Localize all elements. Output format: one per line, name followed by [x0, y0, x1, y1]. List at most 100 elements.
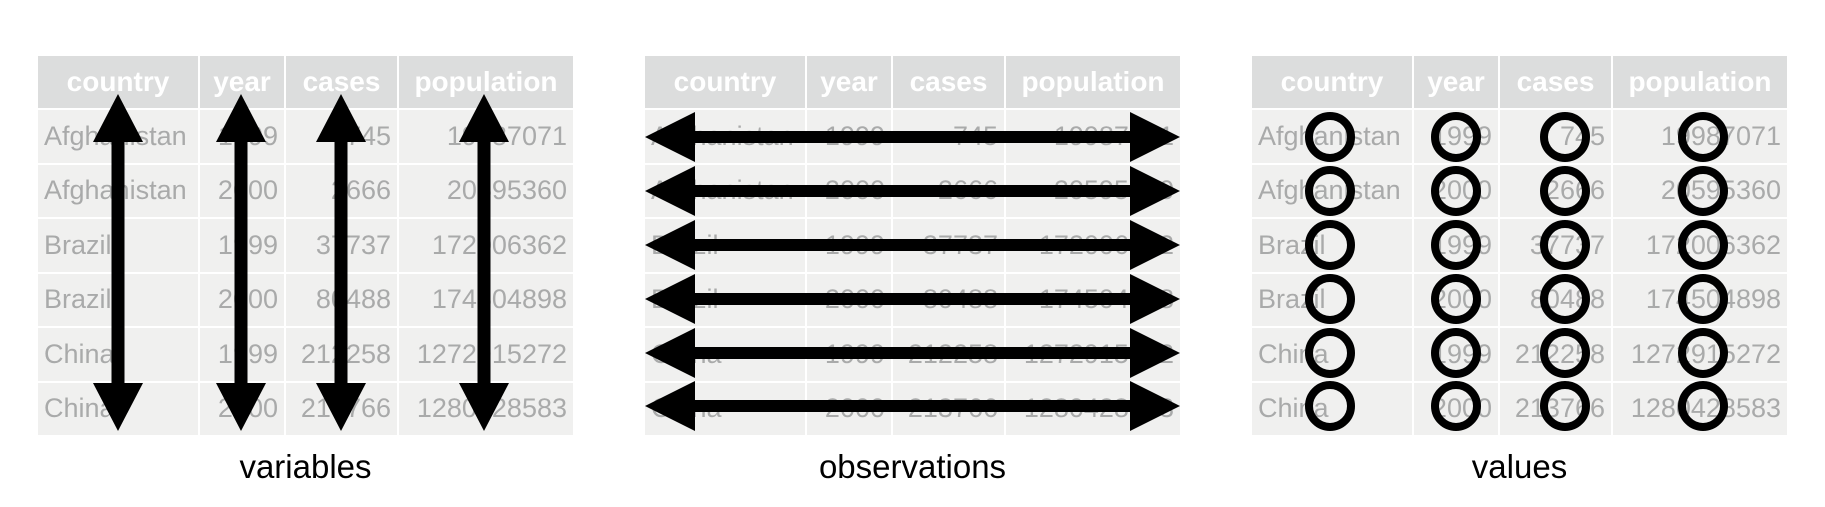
table-cell: 1999: [806, 326, 893, 382]
table-cell: Brazil: [1252, 271, 1414, 327]
table-row: China 2000 213766 1280428583: [645, 380, 1180, 435]
table-cell: 213766: [1499, 380, 1613, 435]
values-panel: country year cases population Afghanista…: [1252, 56, 1787, 435]
caption-variables: variables: [239, 448, 372, 485]
table-cell: 19987071: [1005, 108, 1180, 164]
table-cell: 174504898: [1612, 271, 1787, 327]
table-row: Brazil 2000 80488 174504898: [645, 271, 1180, 327]
table-cell: 1272915272: [1005, 326, 1180, 382]
table-cell: 2000: [806, 380, 893, 435]
column-header-year: year: [199, 56, 286, 109]
table-row: China 2000 213766 1280428583: [38, 380, 573, 435]
table-cell: 213766: [285, 380, 399, 435]
table-cell: 212258: [892, 326, 1006, 382]
table-cell: 2666: [1499, 162, 1613, 218]
column-header-population: population: [1612, 56, 1787, 109]
table-row: Afghanistan 2000 2666 20595360: [1252, 162, 1787, 218]
table-cell: China: [38, 380, 200, 435]
table-cell: 2000: [806, 162, 893, 218]
table-cell: 745: [1499, 108, 1613, 164]
table-row: Afghanistan 1999 745 19987071: [645, 108, 1180, 164]
table-cell: China: [645, 380, 807, 435]
header-row: country year cases population: [1252, 56, 1787, 109]
table-cell: 2000: [1413, 162, 1500, 218]
table-cell: 174504898: [398, 271, 573, 327]
table-row: China 1999 212258 1272915272: [645, 326, 1180, 382]
table-row: China 1999 212258 1272915272: [1252, 326, 1787, 382]
data-table: country year cases population Afghanista…: [645, 56, 1180, 435]
column-header-cases: cases: [1499, 56, 1613, 109]
table-cell: 1999: [199, 108, 286, 164]
table-cell: 1999: [1413, 217, 1500, 273]
data-table: country year cases population Afghanista…: [1252, 56, 1787, 435]
table-cell: 2000: [1413, 271, 1500, 327]
table-cell: 212258: [1499, 326, 1613, 382]
table-cell: Brazil: [645, 217, 807, 273]
header-row: country year cases population: [38, 56, 573, 109]
table-cell: Brazil: [38, 217, 200, 273]
table-cell: 80488: [1499, 271, 1613, 327]
table-cell: 1999: [1413, 108, 1500, 164]
column-header-population: population: [1005, 56, 1180, 109]
table-cell: 213766: [892, 380, 1006, 435]
column-header-year: year: [806, 56, 893, 109]
table-row: Afghanistan 2000 2666 20595360: [38, 162, 573, 218]
table-cell: 2000: [199, 380, 286, 435]
header-row: country year cases population: [645, 56, 1180, 109]
table-cell: 745: [892, 108, 1006, 164]
table-cell: 745: [285, 108, 399, 164]
table-cell: Afghanistan: [645, 162, 807, 218]
table-row: Brazil 2000 80488 174504898: [38, 271, 573, 327]
table-cell: 1999: [199, 326, 286, 382]
table-cell: Brazil: [1252, 217, 1414, 273]
table-cell: 37737: [285, 217, 399, 273]
table-cell: 80488: [892, 271, 1006, 327]
table-cell: China: [1252, 326, 1414, 382]
table-cell: 1272915272: [398, 326, 573, 382]
table-cell: 172006362: [1612, 217, 1787, 273]
table-cell: 1999: [806, 217, 893, 273]
table-cell: 19987071: [398, 108, 573, 164]
column-header-country: country: [1252, 56, 1414, 109]
table-cell: 20595360: [1005, 162, 1180, 218]
column-header-country: country: [645, 56, 807, 109]
table-cell: China: [645, 326, 807, 382]
table-cell: 212258: [285, 326, 399, 382]
table-row: Brazil 1999 37737 172006362: [38, 217, 573, 273]
table-cell: 2000: [1413, 380, 1500, 435]
table-cell: 1999: [806, 108, 893, 164]
table-row: Afghanistan 2000 2666 20595360: [645, 162, 1180, 218]
caption-values: values: [1471, 448, 1568, 485]
table-cell: 1999: [1413, 326, 1500, 382]
observations-panel: country year cases population Afghanista…: [645, 56, 1180, 435]
table-cell: 1280428583: [1005, 380, 1180, 435]
table-cell: 1999: [199, 217, 286, 273]
table-cell: 2000: [806, 271, 893, 327]
table-cell: 37737: [1499, 217, 1613, 273]
table-cell: 2000: [199, 162, 286, 218]
caption-observations: observations: [818, 448, 1007, 485]
table-cell: China: [1252, 380, 1414, 435]
table-cell: 2666: [285, 162, 399, 218]
table-row: Afghanistan 1999 745 19987071: [38, 108, 573, 164]
table-cell: 2000: [199, 271, 286, 327]
table-cell: China: [38, 326, 200, 382]
column-header-population: population: [398, 56, 573, 109]
table-cell: Afghanistan: [38, 108, 200, 164]
table-cell: Afghanistan: [1252, 162, 1414, 218]
table-row: Brazil 2000 80488 174504898: [1252, 271, 1787, 327]
table-cell: 174504898: [1005, 271, 1180, 327]
table-cell: 2666: [892, 162, 1006, 218]
column-header-cases: cases: [892, 56, 1006, 109]
table-cell: Afghanistan: [645, 108, 807, 164]
table-cell: 37737: [892, 217, 1006, 273]
table-cell: Brazil: [38, 271, 200, 327]
table-row: China 2000 213766 1280428583: [1252, 380, 1787, 435]
column-header-year: year: [1413, 56, 1500, 109]
table-row: Afghanistan 1999 745 19987071: [1252, 108, 1787, 164]
table-cell: Brazil: [645, 271, 807, 327]
table-cell: 20595360: [398, 162, 573, 218]
table-cell: 20595360: [1612, 162, 1787, 218]
table-row: Brazil 1999 37737 172006362: [645, 217, 1180, 273]
table-cell: 19987071: [1612, 108, 1787, 164]
